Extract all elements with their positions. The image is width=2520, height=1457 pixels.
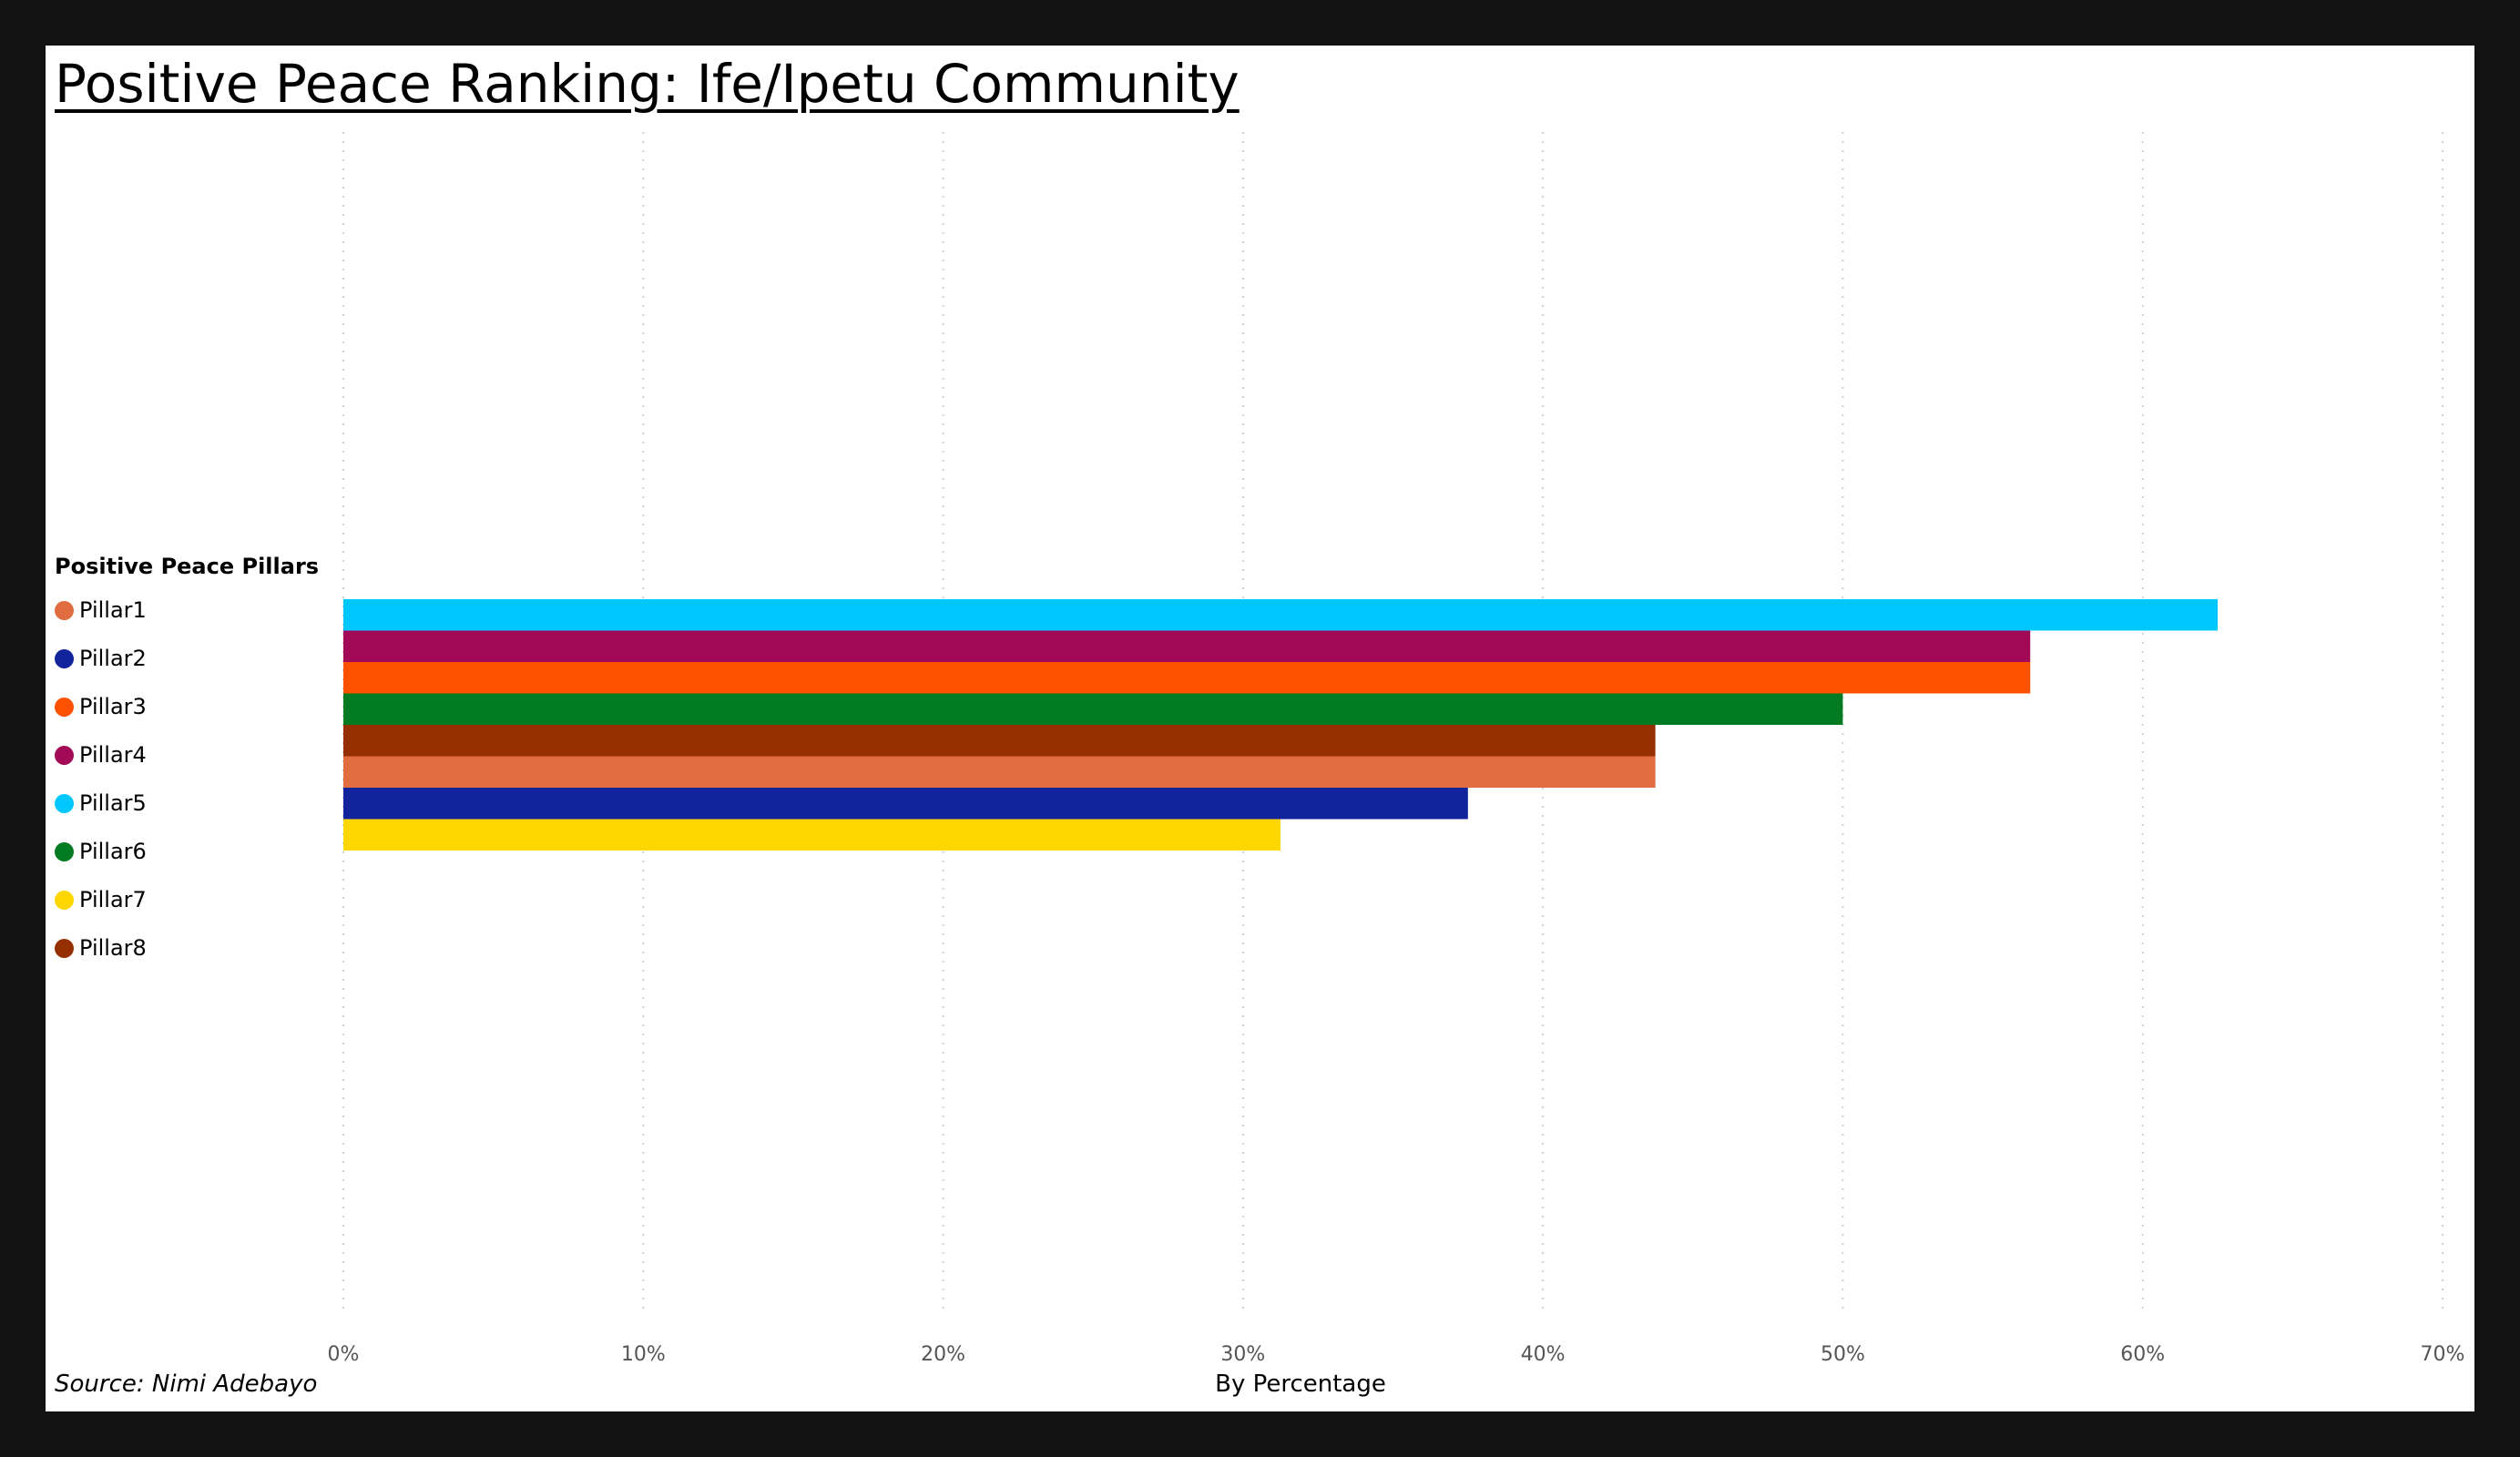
x-tick-label-2: 20% (921, 1343, 965, 1366)
chart-title: Positive Peace Ranking: Ife/Ipetu Commun… (55, 53, 1240, 115)
legend-item-pillar7[interactable]: Pillar7 (55, 883, 147, 916)
bar-pillar6[interactable] (343, 693, 1843, 726)
legend-label: Pillar5 (79, 790, 147, 816)
legend-label: Pillar2 (79, 646, 147, 671)
legend-item-pillar1[interactable]: Pillar1 (55, 594, 147, 627)
legend-label: Pillar4 (79, 742, 147, 768)
x-tick-label-4: 40% (1521, 1343, 1566, 1366)
legend-item-pillar2[interactable]: Pillar2 (55, 642, 147, 675)
legend-dot-icon (55, 890, 74, 910)
legend-item-pillar5[interactable]: Pillar5 (55, 787, 147, 820)
x-tick-label-0: 0% (328, 1343, 360, 1366)
legend-dot-icon (55, 600, 74, 620)
x-tick-label-1: 10% (621, 1343, 666, 1366)
bar-pillar3[interactable] (343, 662, 2031, 694)
legend-item-pillar3[interactable]: Pillar3 (55, 690, 147, 723)
bar-pillar7[interactable] (343, 819, 1281, 851)
legend-dot-icon (55, 745, 74, 765)
legend-dot-icon (55, 938, 74, 958)
x-tick-label-6: 60% (2120, 1343, 2165, 1366)
legend-label: Pillar7 (79, 887, 147, 912)
legend-dot-icon (55, 648, 74, 668)
x-axis-ticks: 0% 10% 20% 30% 40% 50% 60% 70% (328, 1343, 2465, 1366)
bar-pillar1[interactable] (343, 756, 1656, 789)
legend-label: Pillar8 (79, 935, 147, 961)
chart-panel: Positive Peace Ranking: Ife/Ipetu Commun… (46, 46, 2474, 1411)
bar-pillar2[interactable] (343, 788, 1468, 820)
x-tick-label-3: 30% (1220, 1343, 1265, 1366)
x-axis-title: By Percentage (1215, 1370, 1386, 1398)
x-tick-label-7: 70% (2421, 1343, 2465, 1366)
bars (343, 599, 2219, 851)
legend-label: Pillar3 (79, 694, 147, 719)
bar-pillar8[interactable] (343, 725, 1656, 757)
legend-dot-icon (55, 697, 74, 717)
legend-dot-icon (55, 841, 74, 861)
legend-item-pillar8[interactable]: Pillar8 (55, 932, 147, 964)
legend-item-pillar4[interactable]: Pillar4 (55, 739, 147, 771)
plot-area: 0% 10% 20% 30% 40% 50% 60% 70% (328, 132, 2465, 1366)
legend-title: Positive Peace Pillars (55, 554, 320, 579)
bar-pillar5[interactable] (343, 599, 2219, 631)
source-note: Source: Nimi Adebayo (55, 1370, 318, 1398)
x-tick-label-5: 50% (1821, 1343, 1865, 1366)
bar-pillar4[interactable] (343, 630, 2031, 663)
legend-label: Pillar6 (79, 839, 147, 864)
legend-label: Pillar1 (79, 597, 147, 623)
legend-item-pillar6[interactable]: Pillar6 (55, 835, 147, 868)
legend-dot-icon (55, 793, 74, 813)
